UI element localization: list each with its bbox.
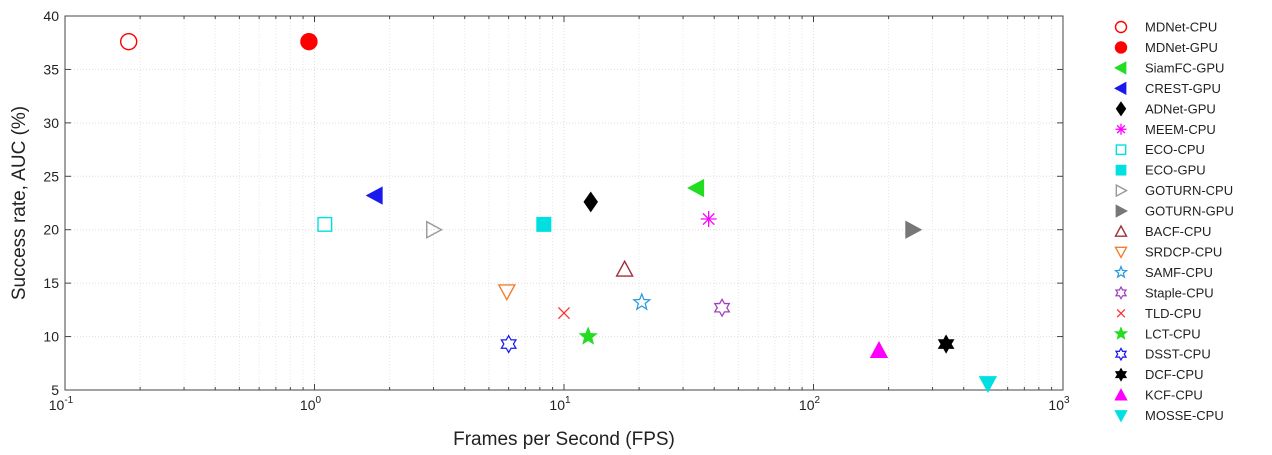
legend-label: MDNet-CPU xyxy=(1145,20,1217,35)
y-tick-label: 35 xyxy=(43,61,59,77)
point-tld-cpu xyxy=(557,307,571,320)
point-meem-cpu xyxy=(700,211,717,228)
point-dsst-cpu xyxy=(500,334,518,354)
point-mdnet-cpu xyxy=(119,32,138,51)
legend-marker xyxy=(1115,101,1127,117)
legend-marker xyxy=(1115,204,1128,218)
legend-marker xyxy=(1115,123,1127,135)
legend-marker xyxy=(1114,246,1128,259)
legend-label: LCT-CPU xyxy=(1145,326,1201,341)
legend-label: ECO-CPU xyxy=(1145,142,1205,157)
legend-label: Staple-CPU xyxy=(1145,285,1214,300)
legend: MDNet-CPU MDNet-GPU SiamFC-GPU CREST-GPU ADN… xyxy=(1113,20,1234,423)
point-srdcp-cpu xyxy=(497,284,517,302)
point-dcf-cpu xyxy=(937,334,955,354)
legend-label: ECO-GPU xyxy=(1145,163,1206,178)
x-tick-label: 100 xyxy=(300,395,322,413)
legend-marker xyxy=(1115,144,1127,156)
legend-marker xyxy=(1114,388,1128,401)
legend-label: GOTURN-CPU xyxy=(1145,183,1233,198)
legend-marker xyxy=(1114,367,1128,382)
point-kcf-cpu xyxy=(869,340,889,358)
legend-marker xyxy=(1114,61,1127,75)
legend-marker xyxy=(1114,410,1128,423)
legend-label: MOSSE-CPU xyxy=(1145,408,1224,423)
x-tick-label: 101 xyxy=(549,395,571,413)
point-bacf-cpu xyxy=(615,259,634,277)
point-mdnet-gpu xyxy=(300,32,318,51)
legend-label: CREST-GPU xyxy=(1145,81,1221,96)
legend-marker xyxy=(1113,326,1129,340)
legend-label: TLD-CPU xyxy=(1145,306,1201,321)
point-siamfc-gpu xyxy=(687,178,705,198)
legend-marker xyxy=(1114,285,1128,300)
y-tick-label: 10 xyxy=(43,329,59,345)
point-lct-cpu xyxy=(578,326,598,345)
legend-label: DCF-CPU xyxy=(1145,367,1204,382)
legend-marker xyxy=(1114,41,1128,54)
legend-label: KCF-CPU xyxy=(1145,388,1203,403)
x-tick-label: 102 xyxy=(799,395,821,413)
point-adnet-gpu xyxy=(583,191,599,213)
y-tick-label: 20 xyxy=(43,222,59,238)
point-mosse-cpu xyxy=(978,376,998,394)
point-eco-cpu xyxy=(317,216,333,232)
y-tick-label: 15 xyxy=(43,275,59,291)
legend-marker xyxy=(1114,81,1127,96)
x-tick-label: 103 xyxy=(1048,395,1070,413)
legend-label: SRDCP-CPU xyxy=(1145,244,1222,259)
legend-marker xyxy=(1116,308,1126,318)
legend-marker xyxy=(1114,347,1128,362)
legend-marker xyxy=(1115,164,1127,176)
legend-label: GOTURN-GPU xyxy=(1145,204,1234,219)
grid xyxy=(65,16,1063,390)
data-points xyxy=(119,32,998,394)
legend-marker xyxy=(1114,224,1128,237)
legend-marker xyxy=(1115,183,1128,198)
legend-label: ADNet-GPU xyxy=(1145,101,1216,116)
legend-marker xyxy=(1113,264,1129,279)
legend-label: MEEM-CPU xyxy=(1145,122,1216,137)
y-tick-label: 25 xyxy=(43,168,59,184)
y-tick-label: 5 xyxy=(51,382,59,398)
legend-label: SAMF-CPU xyxy=(1145,265,1213,280)
y-axis-label: Success rate, AUC (%) xyxy=(9,106,30,300)
y-tick-label: 30 xyxy=(43,115,59,131)
y-tick-label: 40 xyxy=(43,8,59,24)
point-crest-gpu xyxy=(365,186,383,205)
legend-label: BACF-CPU xyxy=(1145,224,1211,239)
legend-label: MDNet-GPU xyxy=(1145,40,1218,55)
point-goturn-gpu xyxy=(905,220,923,239)
x-axis-label: Frames per Second (FPS) xyxy=(453,429,675,450)
legend-label: DSST-CPU xyxy=(1145,347,1211,362)
point-eco-gpu xyxy=(536,216,552,232)
point-samf-cpu xyxy=(632,292,652,311)
point-goturn-cpu xyxy=(426,220,444,239)
legend-label: SiamFC-GPU xyxy=(1145,60,1224,75)
legend-marker xyxy=(1114,20,1128,34)
point-staple-cpu xyxy=(713,298,731,318)
